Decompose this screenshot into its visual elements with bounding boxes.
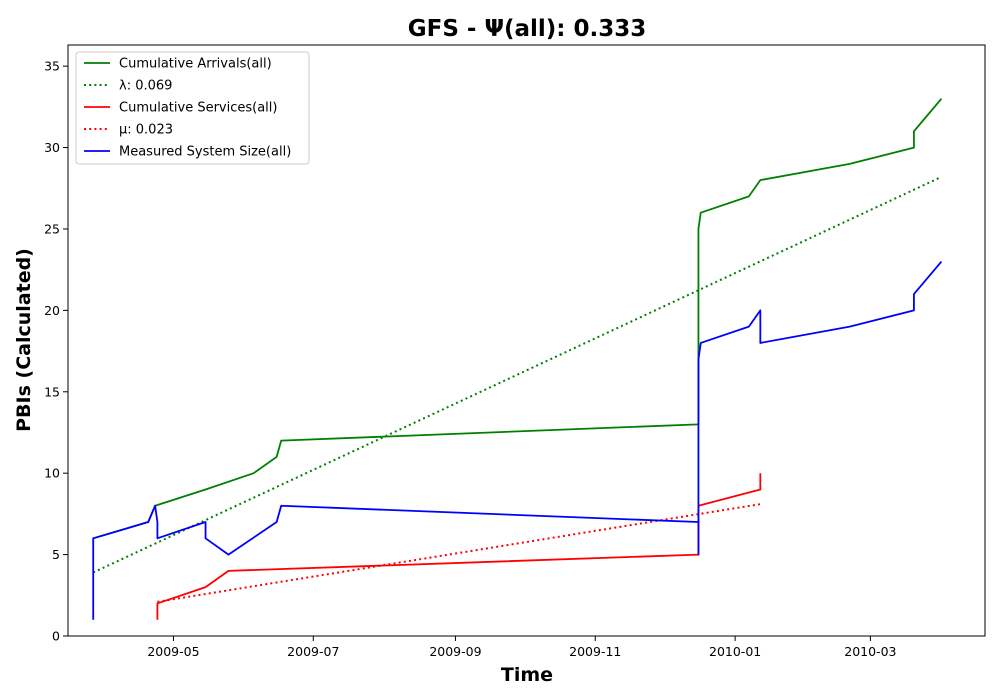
y-axis-label: PBIs (Calculated) xyxy=(13,248,35,432)
y-tick-label: 5 xyxy=(52,547,60,562)
legend-label: Cumulative Services(all) xyxy=(119,101,277,116)
legend-label: Measured System Size(all) xyxy=(119,145,291,160)
y-tick-label: 0 xyxy=(52,629,60,644)
y-tick-label: 35 xyxy=(44,59,60,74)
x-axis-label: Time xyxy=(501,664,553,686)
y-tick-label: 10 xyxy=(44,466,60,481)
plot-frame xyxy=(67,44,986,637)
x-tick-label: 2009-09 xyxy=(429,644,481,659)
plot-area xyxy=(92,98,943,620)
series-line-2 xyxy=(156,473,762,620)
legend-label: μ: 0.023 xyxy=(119,123,173,138)
x-tick-label: 2010-01 xyxy=(709,644,761,659)
y-tick-label: 15 xyxy=(44,384,60,399)
chart-title: GFS - Ψ(all): 0.333 xyxy=(408,16,647,42)
y-tick-label: 20 xyxy=(44,303,60,318)
legend-label: λ: 0.069 xyxy=(119,79,172,94)
series-line-3 xyxy=(157,503,761,603)
series-line-0 xyxy=(92,98,943,540)
y-axis-ticks: 0 5 10 15 20 25 30 35 xyxy=(44,59,68,644)
legend-box xyxy=(75,51,310,165)
legend: Cumulative Arrivals(all) λ: 0.069 Cumulati… xyxy=(75,51,310,165)
x-tick-label: 2009-11 xyxy=(569,644,621,659)
y-tick-label: 25 xyxy=(44,221,60,236)
series-line-4 xyxy=(92,260,943,620)
x-tick-label: 2009-07 xyxy=(287,644,339,659)
legend-label: Cumulative Arrivals(all) xyxy=(119,57,272,72)
series-line-1 xyxy=(92,175,942,574)
y-tick-label: 30 xyxy=(44,140,60,155)
x-tick-label: 2010-03 xyxy=(844,644,896,659)
x-axis-ticks: 2009-05 2009-07 2009-09 2009-11 2010-01 2010-… xyxy=(147,636,896,659)
x-tick-label: 2009-05 xyxy=(147,644,199,659)
